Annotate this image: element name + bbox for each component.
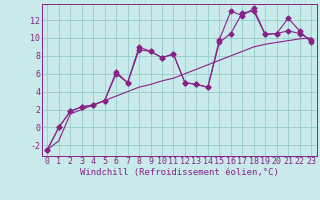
X-axis label: Windchill (Refroidissement éolien,°C): Windchill (Refroidissement éolien,°C) (80, 168, 279, 177)
